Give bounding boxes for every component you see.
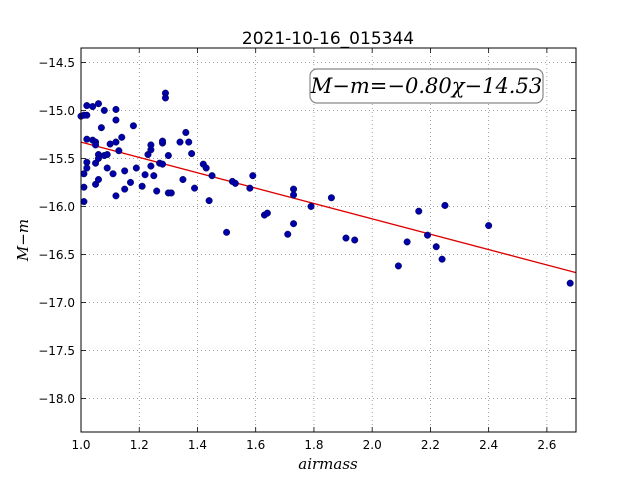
- data-point: [109, 170, 117, 178]
- data-point: [80, 183, 88, 191]
- data-point: [121, 167, 129, 175]
- data-point: [161, 94, 169, 102]
- data-point: [80, 198, 88, 206]
- data-point: [126, 178, 134, 186]
- data-point: [351, 236, 359, 244]
- x-tick-label: 1.2: [130, 438, 149, 452]
- data-point: [83, 102, 91, 110]
- data-point: [403, 238, 411, 246]
- data-point: [246, 184, 254, 192]
- data-point: [115, 147, 123, 155]
- data-point: [327, 194, 335, 202]
- data-point: [147, 141, 155, 149]
- data-point: [185, 138, 193, 146]
- data-point: [83, 111, 91, 119]
- y-tick-label: −17.5: [38, 344, 75, 358]
- y-tick-label: −15.0: [38, 104, 75, 118]
- data-point: [176, 138, 184, 146]
- data-point: [112, 192, 120, 200]
- fit-equation: M−m=−0.80χ−14.53: [310, 74, 542, 98]
- x-tick-label: 1.4: [188, 438, 207, 452]
- data-point: [263, 209, 271, 217]
- data-point: [307, 202, 315, 210]
- y-axis-label: M−m: [14, 219, 32, 262]
- data-point: [132, 164, 140, 172]
- data-point: [89, 103, 97, 111]
- data-point: [153, 187, 161, 195]
- data-point: [566, 279, 574, 287]
- data-point: [92, 141, 100, 149]
- data-point: [438, 255, 446, 263]
- x-tick-label: 2.2: [421, 438, 440, 452]
- data-point: [290, 191, 298, 199]
- data-point: [129, 122, 137, 130]
- data-point: [290, 220, 298, 228]
- data-point: [121, 185, 129, 193]
- plot-frame: [80, 47, 577, 433]
- data-point: [112, 138, 120, 146]
- fit-equation-box: [309, 68, 544, 104]
- data-point: [94, 154, 102, 162]
- data-point: [94, 100, 102, 108]
- x-tick-label: 2.0: [363, 438, 382, 452]
- data-point: [83, 164, 91, 172]
- y-tick-label: −17.0: [38, 296, 75, 310]
- x-tick-label: 1.6: [246, 438, 265, 452]
- data-point: [202, 164, 210, 172]
- data-point: [118, 133, 126, 141]
- data-point: [223, 228, 231, 236]
- data-point: [188, 150, 196, 158]
- x-tick-label: 1.0: [71, 438, 90, 452]
- data-point: [231, 179, 239, 187]
- data-point: [424, 231, 432, 239]
- plot-axes: 1.0 1.2 1.4 1.6 1.8 2.0 2.2 2.4 2.6 −14.5 −15.0 −15…: [38, 47, 577, 452]
- data-point: [106, 140, 114, 148]
- data-point: [432, 243, 440, 251]
- data-point: [191, 184, 199, 192]
- data-point: [83, 135, 91, 143]
- data-point: [97, 124, 105, 132]
- data-point: [80, 170, 88, 178]
- data-point: [415, 207, 423, 215]
- data-point: [112, 116, 120, 124]
- x-tick-label: 2.4: [479, 438, 498, 452]
- data-point: [441, 201, 449, 209]
- data-point: [159, 137, 167, 145]
- data-point: [179, 176, 187, 184]
- data-point: [112, 105, 120, 113]
- y-tick-label: −16.5: [38, 248, 75, 262]
- data-point: [249, 172, 257, 180]
- data-point: [103, 164, 111, 172]
- data-point: [159, 160, 167, 168]
- x-tick-label: 1.8: [304, 438, 323, 452]
- data-point: [208, 172, 216, 180]
- data-point: [141, 171, 149, 179]
- x-tick-label: 2.6: [537, 438, 556, 452]
- data-point: [94, 176, 102, 184]
- data-point: [167, 189, 175, 197]
- data-point: [182, 128, 190, 136]
- data-point: [284, 230, 292, 238]
- data-point: [164, 152, 172, 160]
- data-point: [147, 162, 155, 170]
- chart-title: 2021-10-16_015344: [242, 29, 414, 49]
- data-point: [138, 182, 146, 190]
- x-axis-label: airmass: [298, 455, 358, 473]
- y-tick-label: −14.5: [38, 56, 75, 70]
- y-tick-label: −18.0: [38, 392, 75, 406]
- data-point: [485, 222, 493, 230]
- data-point: [342, 234, 350, 242]
- y-tick-label: −16.0: [38, 200, 75, 214]
- data-point: [394, 262, 402, 270]
- data-point: [205, 197, 213, 205]
- data-point: [150, 172, 158, 180]
- data-point: [103, 151, 111, 159]
- data-point: [100, 106, 108, 114]
- y-tick-label: −15.5: [38, 152, 75, 166]
